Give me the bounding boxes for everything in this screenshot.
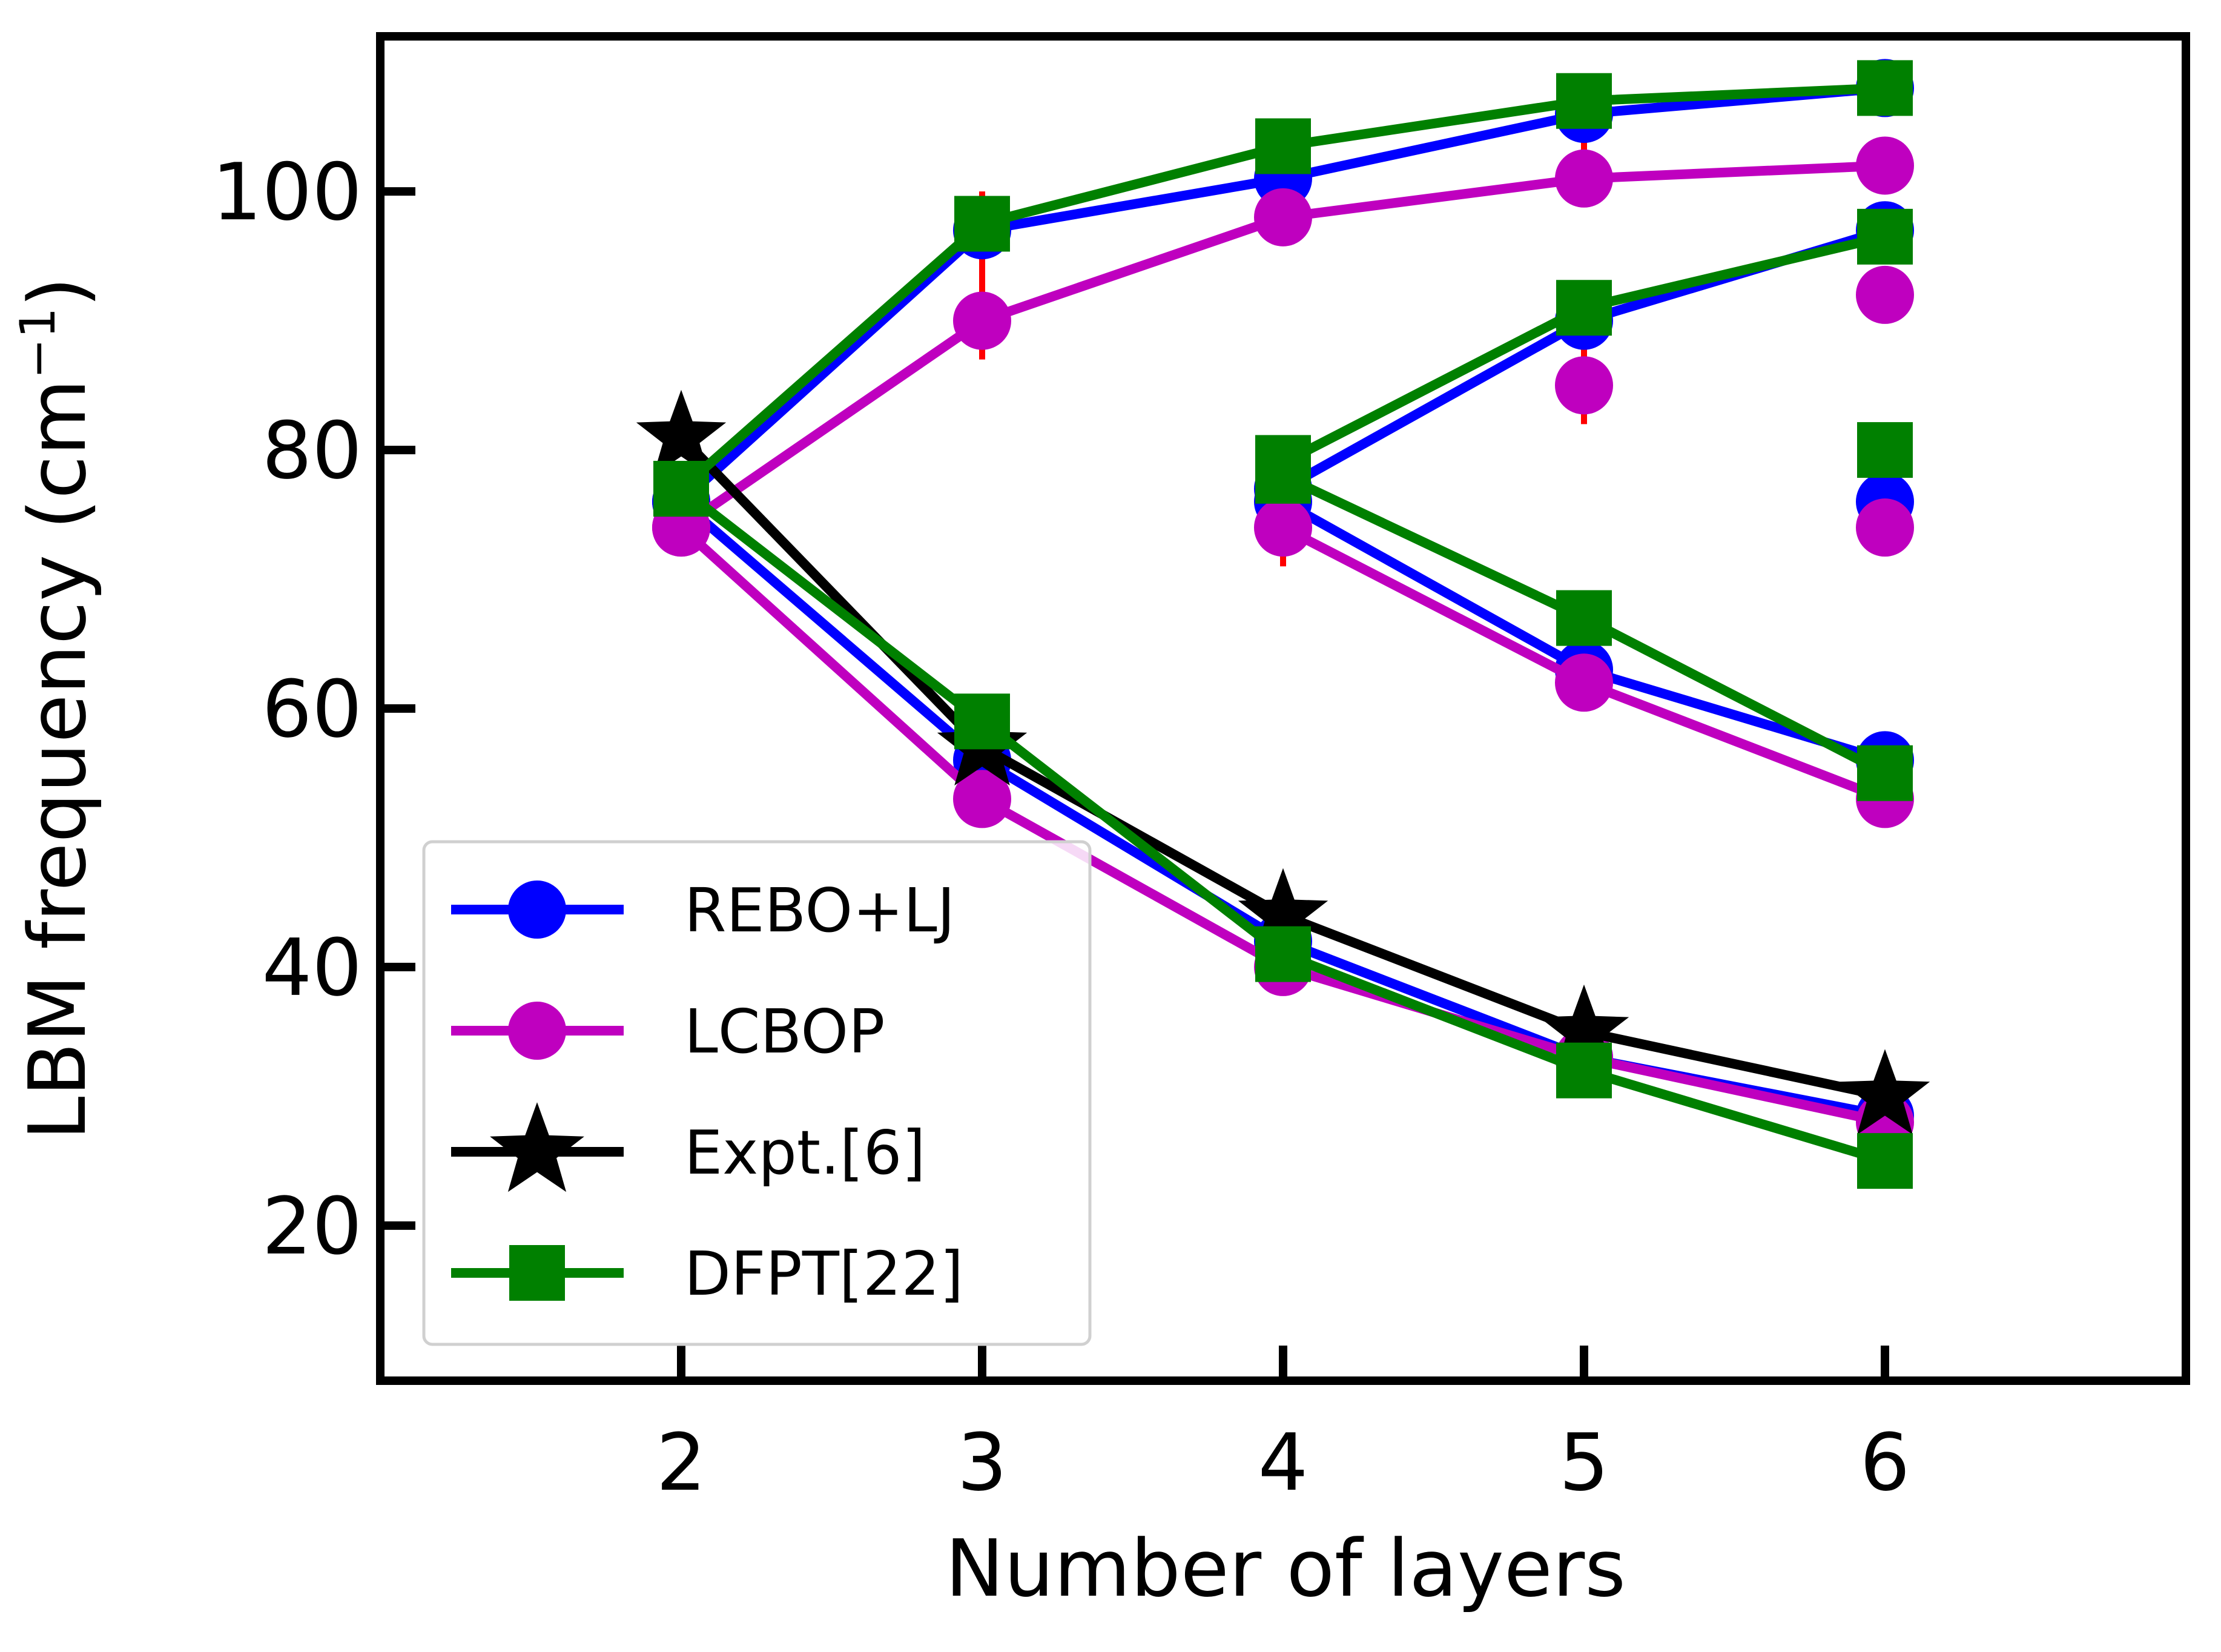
data-point-lcbop — [1856, 136, 1914, 195]
data-point-lcbop — [1856, 265, 1914, 324]
x-tick-label: 5 — [1559, 1416, 1609, 1508]
y-tick-label: 40 — [262, 922, 362, 1014]
legend-entry-rebo-lj: REBO+LJ — [451, 875, 955, 946]
data-point-lcbop — [1254, 498, 1312, 557]
data-point-dfpt-22 — [1556, 590, 1612, 646]
legend-label-dfpt-22: DFPT[22] — [684, 1238, 963, 1309]
data-point-lcbop — [953, 291, 1011, 350]
data-point-lcbop — [1856, 498, 1914, 557]
data-point-lcbop — [1555, 149, 1613, 208]
data-point-dfpt-22 — [1255, 448, 1311, 504]
plot-series — [636, 59, 1930, 1189]
tick-marks — [380, 187, 1889, 1381]
data-point-lcbop — [953, 770, 1011, 828]
data-point-dfpt-22 — [1255, 926, 1311, 982]
legend-label-expt-6: Expt.[6] — [684, 1117, 926, 1188]
data-point-dfpt-22 — [1556, 1042, 1612, 1099]
x-tick-label: 3 — [957, 1416, 1008, 1508]
legend-marker-dfpt-22 — [509, 1245, 565, 1301]
legend-label-lcbop: LCBOP — [684, 996, 885, 1067]
data-point-lcbop — [1254, 188, 1312, 246]
data-point-dfpt-22 — [1857, 60, 1913, 116]
y-tick-label: 20 — [262, 1180, 362, 1272]
x-tick-label: 4 — [1258, 1416, 1309, 1508]
data-point-expt-6 — [1840, 1049, 1930, 1135]
data-point-dfpt-22 — [1556, 280, 1612, 336]
data-point-dfpt-22 — [1857, 422, 1913, 478]
series-dfpt-22 — [653, 60, 1913, 1189]
y-tick-label: 60 — [262, 663, 362, 755]
y-axis-title-close: ) — [12, 277, 104, 308]
y-axis-title-superscript: −1 — [10, 308, 66, 379]
data-point-dfpt-22 — [653, 461, 709, 517]
data-point-dfpt-22 — [1857, 1133, 1913, 1189]
tick-labels: 2 3 4 5 6 20 40 60 80 100 — [212, 146, 1910, 1508]
x-tick-label: 2 — [656, 1416, 707, 1508]
legend-entry-dfpt-22: DFPT[22] — [451, 1238, 963, 1309]
y-tick-label: 80 — [262, 405, 362, 497]
y-axis-title-main: LBM frequency (cm — [12, 379, 104, 1140]
plot-area-frame — [376, 32, 2190, 1385]
x-tick-label: 6 — [1860, 1416, 1910, 1508]
legend: REBO+LJ LCBOP Expt.[6] DFPT[22] — [422, 840, 1092, 1346]
y-tick-label: 100 — [212, 146, 362, 238]
data-point-dfpt-22 — [1255, 118, 1311, 174]
data-point-lcbop — [1555, 653, 1613, 712]
x-axis-title: Number of layers — [945, 1522, 1626, 1614]
data-point-dfpt-22 — [954, 693, 1010, 750]
legend-entry-lcbop: LCBOP — [451, 996, 885, 1067]
y-axis-title: LBM frequency (cm−1) — [10, 277, 104, 1140]
data-point-lcbop — [1555, 356, 1613, 415]
data-point-dfpt-22 — [1556, 73, 1612, 129]
legend-marker-lcbop — [508, 1002, 566, 1060]
data-point-expt-6 — [636, 389, 727, 475]
data-point-dfpt-22 — [1857, 208, 1913, 265]
legend-box — [422, 840, 1092, 1346]
legend-marker-rebo-lj — [508, 881, 566, 939]
data-point-expt-6 — [1238, 868, 1328, 954]
legend-marker-expt-6 — [490, 1102, 584, 1192]
data-point-expt-6 — [1539, 984, 1629, 1070]
legend-entry-expt-6: Expt.[6] — [451, 1102, 926, 1192]
data-point-dfpt-22 — [1857, 745, 1913, 801]
data-point-dfpt-22 — [954, 196, 1010, 252]
legend-label-rebo-lj: REBO+LJ — [684, 875, 955, 946]
